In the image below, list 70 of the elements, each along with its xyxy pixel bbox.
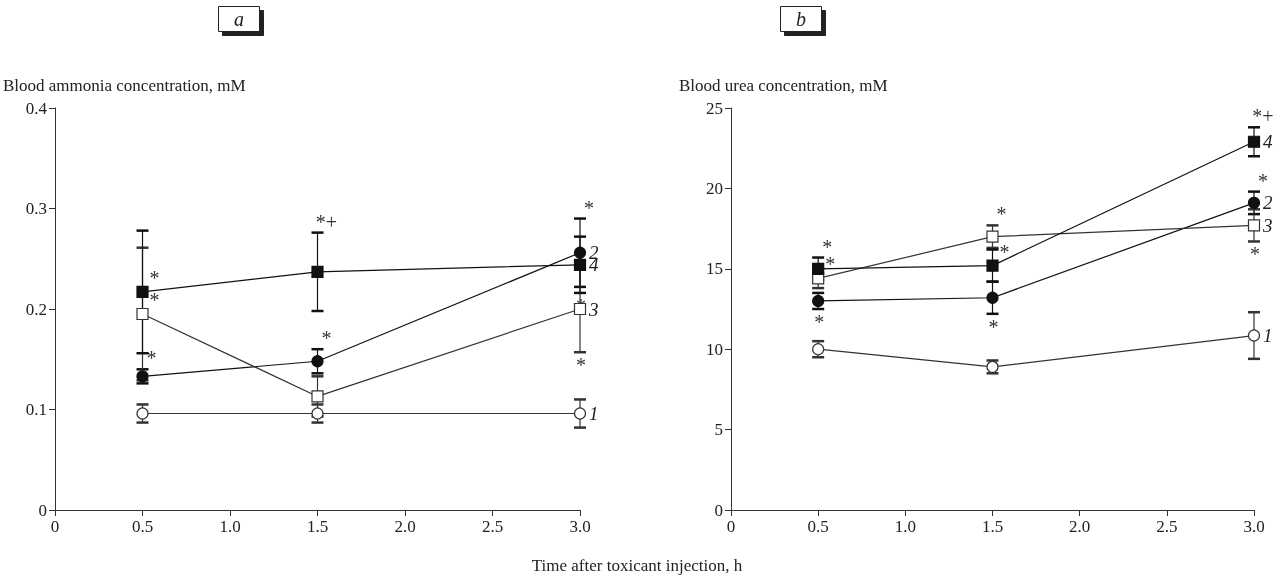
x-tick-label: 1.0 [894, 517, 916, 536]
x-tick-label: 3.0 [569, 517, 591, 536]
x-tick-label: 0.5 [131, 517, 154, 536]
chart-title: b [796, 8, 806, 30]
series-label: 4 [1263, 131, 1273, 153]
x-tick-label: 2.0 [1069, 517, 1091, 536]
x-tick-label: 2.5 [481, 517, 504, 536]
series-label: 2 [1263, 192, 1273, 214]
point [986, 230, 999, 243]
point [1247, 196, 1261, 209]
annotation: * [1258, 169, 1268, 192]
y-tick-label: 10 [706, 339, 723, 359]
point [311, 390, 324, 403]
x-tick-label: 1.5 [981, 517, 1004, 536]
chart-title: a [234, 8, 244, 30]
annotation: *+ [315, 210, 338, 233]
point [573, 246, 587, 259]
y-tick-label: 0.2 [25, 299, 47, 319]
x-axis-title: Time after toxicant injection, h [530, 556, 744, 576]
y-tick-label: 0.4 [25, 98, 48, 118]
y-tick-label: 0 [714, 500, 723, 520]
annotation: * [1250, 243, 1260, 266]
point [311, 407, 324, 420]
point [136, 307, 149, 321]
y-tick-label: 20 [706, 178, 723, 198]
series-label: 1 [1263, 325, 1273, 347]
x-tick-label: 0 [726, 517, 736, 536]
point [136, 285, 149, 299]
annotation: * [149, 266, 160, 289]
annotation: * [584, 196, 594, 219]
annotation: * [999, 240, 1010, 263]
x-tick-label: 1.0 [219, 517, 241, 536]
point [1247, 219, 1261, 232]
annotation: * [321, 327, 332, 350]
annotation: * [576, 354, 586, 377]
point [573, 302, 587, 316]
point [573, 258, 587, 271]
annotation: * [988, 315, 999, 338]
point [986, 291, 999, 304]
series-label: 3 [588, 298, 599, 320]
annotation: * [996, 203, 1007, 226]
annotation: * [146, 347, 157, 370]
annotation: *+ [1252, 105, 1274, 128]
point [1247, 329, 1261, 342]
point [812, 343, 825, 356]
x-tick-label: 2.5 [1156, 517, 1178, 536]
point [573, 407, 587, 420]
y-tick-label: 0.3 [25, 199, 47, 218]
point [812, 262, 825, 275]
series-label: 1 [589, 403, 599, 425]
series-label: 3 [1262, 214, 1273, 236]
y-axis-title: Blood urea concentration, mM [679, 76, 888, 95]
y-tick-label: 15 [706, 259, 723, 279]
x-tick-label: 3.0 [1243, 517, 1265, 536]
x-tick-label: 0.5 [807, 517, 829, 536]
point [986, 259, 999, 272]
x-tick-label: 1.5 [306, 517, 329, 536]
annotation: * [149, 289, 160, 312]
point [136, 407, 149, 420]
y-axis-title: Blood ammonia concentration, mM [3, 76, 246, 95]
x-tick-label: 0 [50, 517, 60, 536]
point [311, 355, 324, 368]
annotation: * [814, 311, 825, 333]
y-tick-label: 25 [706, 98, 723, 118]
x-tick-label: 2.0 [394, 517, 416, 536]
y-tick-label: 5 [714, 420, 723, 440]
y-tick-label: 0.1 [25, 400, 47, 419]
point [311, 265, 324, 278]
y-tick-label: 0 [38, 500, 47, 520]
point [1247, 135, 1261, 148]
